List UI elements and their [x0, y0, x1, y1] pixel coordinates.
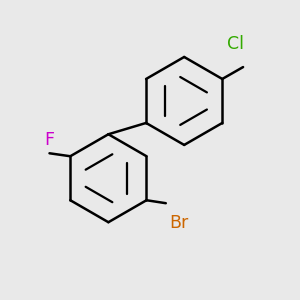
Text: Cl: Cl	[227, 35, 244, 53]
Text: Br: Br	[169, 214, 189, 232]
Text: F: F	[44, 130, 54, 148]
